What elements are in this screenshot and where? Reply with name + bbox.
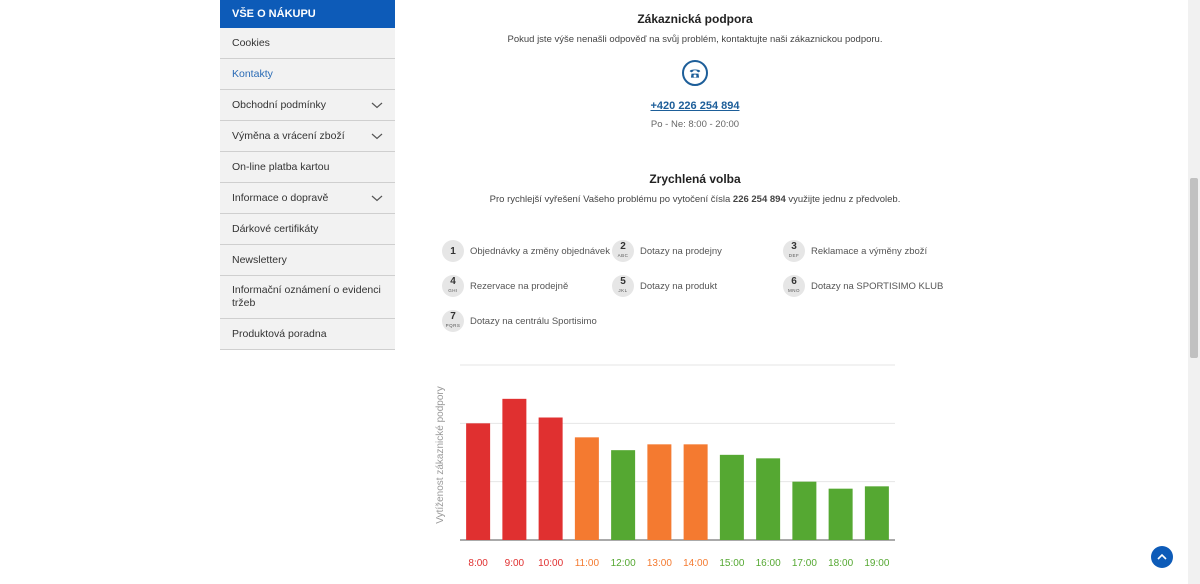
quick-dial-option: 6 MNO Dotazy na SPORTISIMO KLUB xyxy=(783,275,943,297)
phone-icon xyxy=(682,60,708,86)
sidebar-item[interactable]: Výměna a vrácení zboží xyxy=(220,121,395,152)
sidebar-item-label: On-line platba kartou xyxy=(232,161,330,173)
quick-dial-title: Zrychlená volba xyxy=(649,172,741,186)
chevron-up-icon xyxy=(1157,553,1167,560)
chart-bar xyxy=(647,444,672,540)
quick-dial-text: Pro rychlejší vyřešení Vašeho problému p… xyxy=(395,194,995,205)
sidebar-item[interactable]: Cookies xyxy=(220,28,395,59)
chart-bar xyxy=(719,454,744,540)
sidebar-item[interactable]: Kontakty xyxy=(220,59,395,90)
scroll-to-top-button[interactable] xyxy=(1151,546,1173,568)
x-tick-label: 18:00 xyxy=(828,558,853,569)
x-tick-label: 9:00 xyxy=(505,558,525,569)
dial-option-label: Dotazy na prodejny xyxy=(640,245,722,257)
chevron-down-icon[interactable] xyxy=(371,130,383,142)
quick-dial-option: 3 DEF Reklamace a výměny zboží xyxy=(783,240,927,262)
quick-number: 226 254 894 xyxy=(732,194,786,205)
dial-key-letters: DEF xyxy=(788,253,800,258)
dial-option-label: Objednávky a změny objednávek xyxy=(470,245,610,257)
dial-key-number: 6 xyxy=(791,276,797,287)
chart-bar xyxy=(864,486,889,540)
x-tick-label: 8:00 xyxy=(468,558,488,569)
dial-key-number: 4 xyxy=(450,276,456,287)
dial-key-letters: GHI xyxy=(448,288,458,293)
chart-bar xyxy=(756,458,781,540)
sidebar-item-label: Informace o dopravě xyxy=(232,192,329,204)
quick-dial-option: 7 PQRS Dotazy na centrálu Sportisimo xyxy=(442,310,597,332)
dial-key-number: 5 xyxy=(620,276,626,287)
chart-bar xyxy=(683,444,708,540)
quick-text-after: využijte jednu z předvoleb. xyxy=(785,194,901,205)
chart-bar xyxy=(828,488,853,540)
dial-key: 7 PQRS xyxy=(442,310,464,332)
sidebar-item-label: Výměna a vrácení zboží xyxy=(232,130,345,142)
quick-text-before: Pro rychlejší vyřešení Vašeho problému p… xyxy=(489,194,733,205)
dial-key-letters: ABC xyxy=(617,253,629,258)
dial-option-label: Dotazy na centrálu Sportisimo xyxy=(470,315,597,327)
x-tick-label: 12:00 xyxy=(611,558,636,569)
quick-dial-option: 1 Objednávky a změny objednávek xyxy=(442,240,610,262)
chart-bar xyxy=(611,450,636,540)
sidebar: VŠE O NÁKUPU Cookies Kontakty Obchodní pod… xyxy=(220,0,395,350)
support-title: Zákaznická podpora xyxy=(637,12,753,26)
scrollbar[interactable] xyxy=(1188,0,1200,584)
chart-bar xyxy=(502,398,527,540)
y-axis-label: Vytíženost zákaznické podpory xyxy=(435,386,446,523)
sidebar-item-label: Obchodní podmínky xyxy=(232,99,326,111)
sidebar-item-label: Newslettery xyxy=(232,254,287,266)
chart-bar xyxy=(792,481,817,540)
dial-option-label: Rezervace na prodejně xyxy=(470,280,569,292)
sidebar-item[interactable]: Informace o dopravě xyxy=(220,183,395,214)
x-tick-label: 10:00 xyxy=(538,558,563,569)
sidebar-item[interactable]: On-line platba kartou xyxy=(220,152,395,183)
dial-key-letters: MNO xyxy=(788,288,800,293)
quick-dial-option: 5 JKL Dotazy na produkt xyxy=(612,275,717,297)
phone-link[interactable]: +420 226 254 894 xyxy=(650,100,740,112)
support-hours: Po - Ne: 8:00 - 20:00 xyxy=(650,119,740,130)
dial-key-number: 1 xyxy=(450,245,456,257)
chart-bar xyxy=(574,437,599,540)
dial-option-label: Dotazy na SPORTISIMO KLUB xyxy=(811,280,944,292)
x-tick-label: 13:00 xyxy=(647,558,672,569)
x-tick-label: 14:00 xyxy=(683,558,708,569)
sidebar-item-label: Dárkové certifikáty xyxy=(232,223,319,235)
dial-key-letters: JKL xyxy=(618,288,628,293)
sidebar-header[interactable]: VŠE O NÁKUPU xyxy=(220,0,395,28)
dial-key: 1 xyxy=(442,240,464,262)
dial-key: 3 DEF xyxy=(783,240,805,262)
quick-dial-option: 4 GHI Rezervace na prodejně xyxy=(442,275,568,297)
dial-option-label: Dotazy na produkt xyxy=(640,280,718,292)
sidebar-item-label: Cookies xyxy=(232,37,270,49)
x-tick-label: 11:00 xyxy=(575,558,600,569)
chart-bar xyxy=(466,423,491,540)
dial-key-number: 3 xyxy=(791,241,797,252)
sidebar-item[interactable]: Produktová poradna xyxy=(220,319,395,350)
x-tick-label: 17:00 xyxy=(792,558,817,569)
x-tick-label: 16:00 xyxy=(756,558,781,569)
sidebar-item[interactable]: Obchodní podmínky xyxy=(220,90,395,121)
sidebar-item-label: Kontakty xyxy=(232,68,273,80)
dial-option-label: Reklamace a výměny zboží xyxy=(811,245,928,257)
chevron-down-icon[interactable] xyxy=(371,99,383,111)
x-tick-label: 15:00 xyxy=(719,558,744,569)
dial-key: 2 ABC xyxy=(612,240,634,262)
dial-key: 5 JKL xyxy=(612,275,634,297)
sidebar-item[interactable]: Informační oznámení o evidenci tržeb xyxy=(220,276,395,319)
dial-key: 6 MNO xyxy=(783,275,805,297)
sidebar-item[interactable]: Dárkové certifikáty xyxy=(220,214,395,245)
dial-key-number: 2 xyxy=(620,241,626,252)
x-tick-label: 19:00 xyxy=(864,558,889,569)
quick-dial-option: 2 ABC Dotazy na prodejny xyxy=(612,240,722,262)
dial-key: 4 GHI xyxy=(442,275,464,297)
chart-bar xyxy=(538,417,563,540)
sidebar-item-label: Produktová poradna xyxy=(232,328,327,340)
sidebar-item-label: Informační oznámení o evidenci tržeb xyxy=(232,284,381,309)
sidebar-item[interactable]: Newslettery xyxy=(220,245,395,276)
dial-key-letters: PQRS xyxy=(445,323,461,328)
support-text: Pokud jste výše nenašli odpověď na svůj … xyxy=(507,34,883,45)
chevron-down-icon[interactable] xyxy=(371,192,383,204)
support-load-chart: 8:00 9:00 10:00 11:00 12:00 13:00 14:00 15:00 16… xyxy=(435,364,895,569)
scrollbar-thumb[interactable] xyxy=(1190,178,1198,358)
dial-key-number: 7 xyxy=(450,311,456,322)
